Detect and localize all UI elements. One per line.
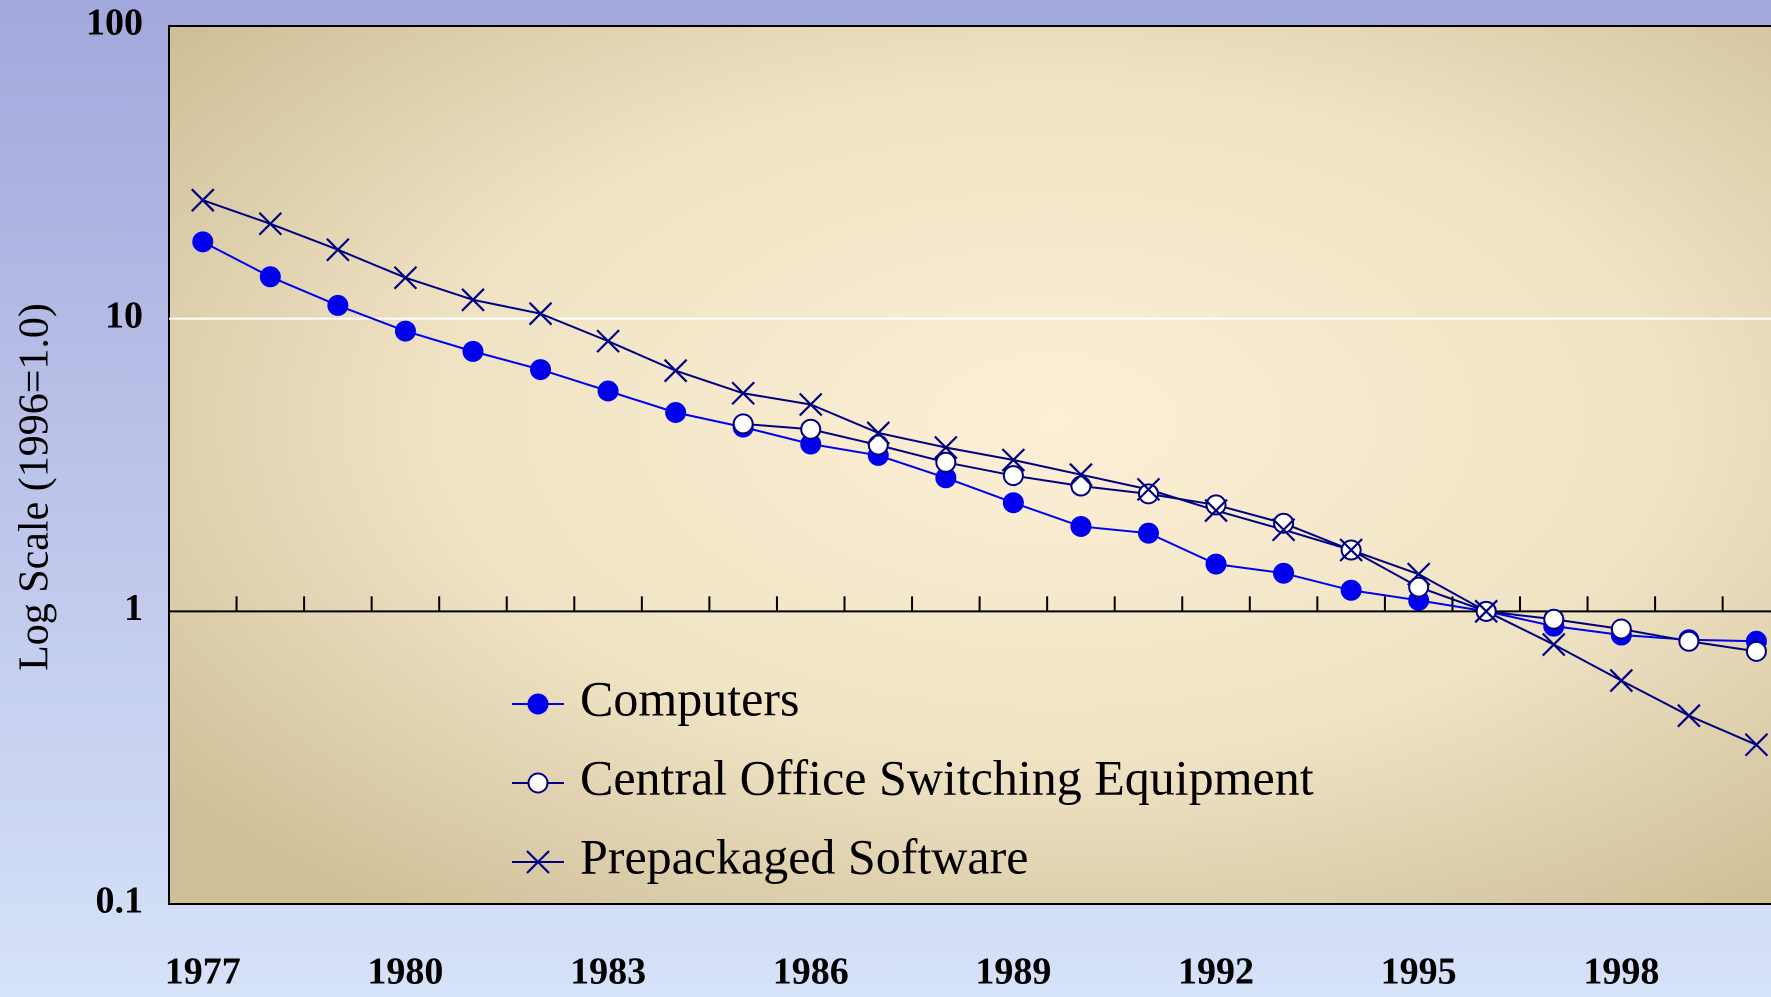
legend-label: Computers (580, 670, 799, 726)
point (1474, 599, 1498, 624)
point (867, 434, 889, 456)
point (1205, 553, 1227, 575)
point (1340, 579, 1362, 601)
point (935, 451, 957, 473)
point (462, 340, 484, 362)
y-tick-label: 10 (105, 294, 143, 336)
plot (169, 188, 1771, 757)
point (1001, 448, 1026, 472)
point (1339, 538, 1363, 562)
legend-label: Central Office Switching Equipment (580, 749, 1314, 805)
point (663, 358, 688, 383)
point (597, 380, 619, 402)
legend-marker (526, 850, 550, 874)
point (1002, 465, 1024, 487)
point (259, 266, 281, 288)
y-axis-label: Log Scale (1996=1.0) (12, 303, 58, 671)
point (394, 320, 416, 342)
point (1205, 494, 1227, 516)
point (1610, 618, 1632, 640)
legend-label: Prepackaged Software (580, 828, 1028, 884)
point (1609, 668, 1634, 693)
plot-area (168, 25, 1771, 905)
point (1136, 477, 1161, 502)
point (1677, 703, 1701, 728)
legend-marker (527, 693, 549, 715)
point (1271, 517, 1296, 542)
x-tick-label: 1977 (165, 951, 241, 993)
point (1745, 640, 1767, 662)
point (190, 188, 215, 212)
point (1002, 492, 1024, 514)
point (665, 401, 687, 423)
point (732, 413, 754, 435)
point (1204, 498, 1228, 523)
point (1137, 483, 1159, 505)
point (461, 288, 485, 312)
x-tick-label: 1995 (1381, 951, 1457, 993)
series-line (202, 240, 1757, 643)
point (1069, 462, 1093, 487)
point (393, 265, 418, 290)
x-tick-label: 1992 (1178, 951, 1254, 993)
series-line (743, 422, 1757, 653)
x-tick-label: 1998 (1583, 951, 1659, 993)
point (798, 392, 823, 417)
point (800, 418, 822, 440)
point (866, 421, 891, 445)
point (326, 237, 350, 262)
x-tick-label: 1989 (975, 951, 1051, 993)
point (1744, 732, 1769, 757)
series-line (202, 199, 1757, 746)
point (1137, 522, 1159, 544)
point (1678, 630, 1700, 652)
point (258, 211, 283, 236)
point (530, 359, 552, 381)
point (1542, 632, 1566, 657)
point (1408, 576, 1430, 598)
y-tick-label: 1 (124, 587, 143, 629)
point (327, 294, 349, 316)
point (1070, 515, 1092, 537)
point (1273, 512, 1295, 534)
x-tick-label: 1983 (570, 951, 646, 993)
point (192, 231, 214, 253)
point (1406, 562, 1431, 586)
y-tick-label: 100 (86, 2, 143, 44)
point (934, 435, 958, 460)
point (596, 329, 620, 353)
point (731, 381, 755, 406)
point (528, 301, 553, 326)
x-tick-label: 1986 (773, 951, 849, 993)
legend-marker (527, 772, 549, 794)
point (1543, 608, 1565, 630)
x-tick-label: 1980 (367, 951, 443, 993)
point (1070, 475, 1092, 497)
point (1273, 562, 1295, 584)
y-tick-label: 0.1 (96, 880, 144, 922)
